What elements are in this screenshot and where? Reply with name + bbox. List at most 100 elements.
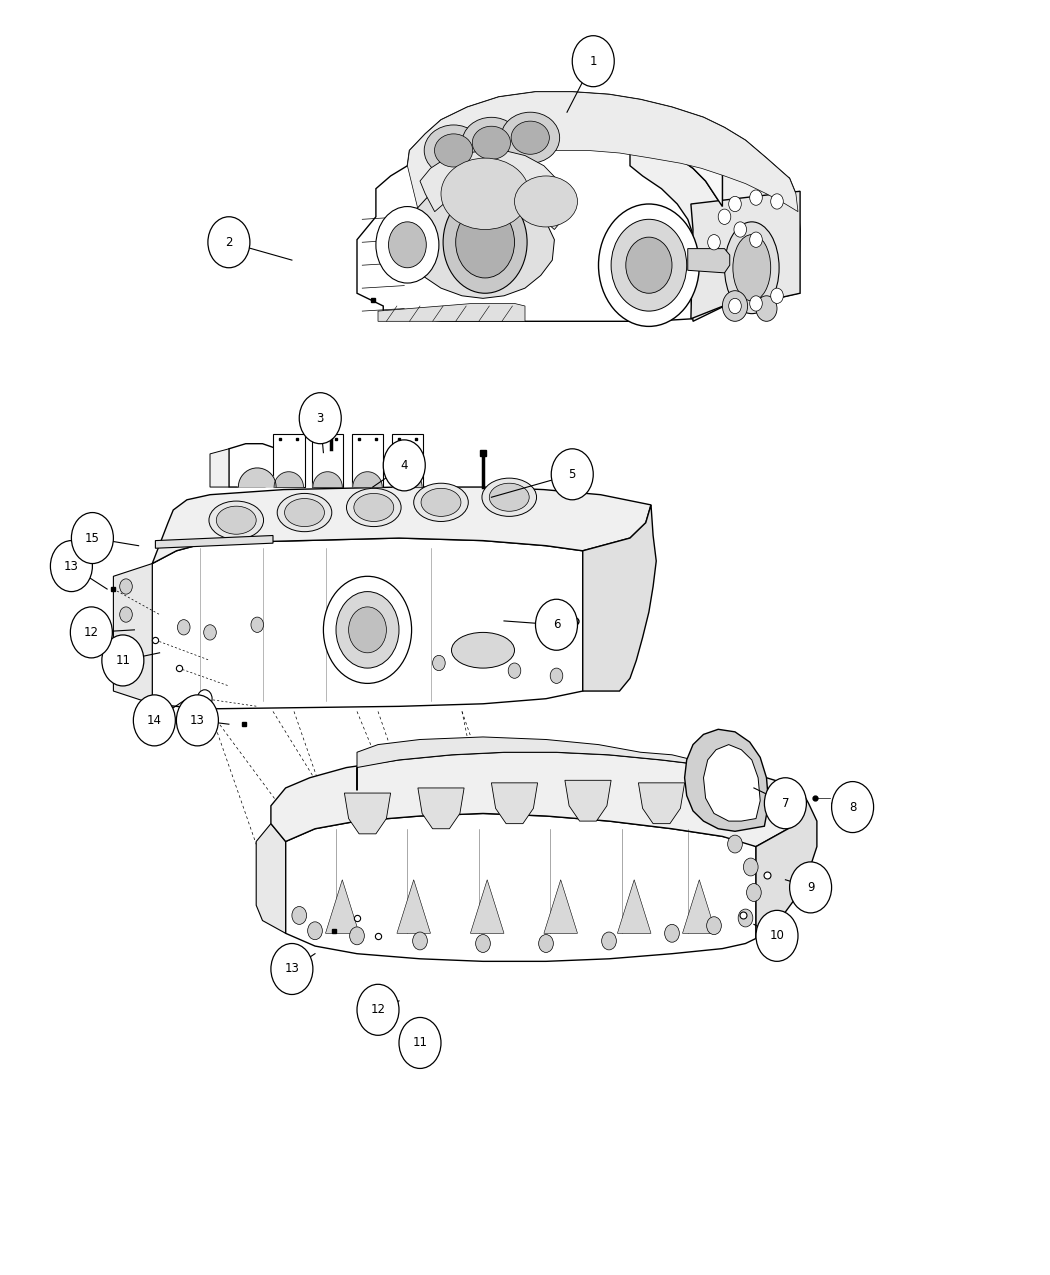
Circle shape <box>756 910 798 961</box>
Polygon shape <box>407 92 790 207</box>
Ellipse shape <box>733 235 771 301</box>
Polygon shape <box>155 536 273 548</box>
Circle shape <box>323 576 412 683</box>
Circle shape <box>729 298 741 314</box>
Polygon shape <box>238 468 276 487</box>
Text: 7: 7 <box>781 797 790 810</box>
Polygon shape <box>113 564 152 704</box>
Circle shape <box>536 599 578 650</box>
Circle shape <box>476 935 490 952</box>
Text: 2: 2 <box>225 236 233 249</box>
Circle shape <box>764 778 806 829</box>
Polygon shape <box>229 444 286 487</box>
Circle shape <box>120 643 132 658</box>
Circle shape <box>413 932 427 950</box>
Text: 9: 9 <box>806 881 815 894</box>
Polygon shape <box>326 880 359 933</box>
Ellipse shape <box>346 488 401 527</box>
Circle shape <box>70 607 112 658</box>
Polygon shape <box>583 505 656 691</box>
Ellipse shape <box>285 499 324 527</box>
Circle shape <box>71 513 113 564</box>
Text: 15: 15 <box>85 532 100 544</box>
Polygon shape <box>357 102 730 321</box>
Circle shape <box>771 288 783 303</box>
Circle shape <box>388 222 426 268</box>
Circle shape <box>197 690 212 708</box>
Ellipse shape <box>209 501 264 539</box>
Polygon shape <box>688 249 730 273</box>
Polygon shape <box>383 176 554 298</box>
Polygon shape <box>392 434 423 487</box>
Circle shape <box>102 635 144 686</box>
Polygon shape <box>617 880 651 933</box>
Ellipse shape <box>472 126 510 159</box>
Ellipse shape <box>724 222 779 314</box>
Circle shape <box>611 219 687 311</box>
Polygon shape <box>312 434 343 487</box>
Text: 3: 3 <box>316 412 324 425</box>
Polygon shape <box>418 788 464 829</box>
Text: 1: 1 <box>589 55 597 68</box>
Text: 12: 12 <box>84 626 99 639</box>
Polygon shape <box>407 92 798 212</box>
Polygon shape <box>152 487 651 564</box>
Polygon shape <box>682 880 716 933</box>
Polygon shape <box>544 880 578 933</box>
Ellipse shape <box>354 493 394 521</box>
Polygon shape <box>352 434 383 487</box>
Ellipse shape <box>216 506 256 534</box>
Circle shape <box>177 620 190 635</box>
Polygon shape <box>420 150 567 230</box>
Ellipse shape <box>489 483 529 511</box>
Circle shape <box>626 237 672 293</box>
Ellipse shape <box>441 158 529 230</box>
Ellipse shape <box>452 632 514 668</box>
Circle shape <box>598 204 699 326</box>
Circle shape <box>133 695 175 746</box>
Ellipse shape <box>514 176 578 227</box>
Circle shape <box>349 607 386 653</box>
Circle shape <box>750 190 762 205</box>
Circle shape <box>708 235 720 250</box>
Circle shape <box>433 655 445 671</box>
Polygon shape <box>393 472 422 487</box>
Circle shape <box>299 393 341 444</box>
Circle shape <box>756 296 777 321</box>
Circle shape <box>665 924 679 942</box>
Text: 10: 10 <box>770 929 784 942</box>
Text: 4: 4 <box>400 459 408 472</box>
Circle shape <box>456 207 514 278</box>
Circle shape <box>120 607 132 622</box>
Circle shape <box>572 36 614 87</box>
Circle shape <box>718 209 731 224</box>
Text: 5: 5 <box>568 468 576 481</box>
Circle shape <box>790 862 832 913</box>
Circle shape <box>722 291 748 321</box>
Polygon shape <box>313 472 342 487</box>
Polygon shape <box>210 449 229 487</box>
Circle shape <box>376 207 439 283</box>
Circle shape <box>292 907 307 924</box>
Polygon shape <box>470 880 504 933</box>
Polygon shape <box>756 788 817 938</box>
Polygon shape <box>378 303 525 321</box>
Text: 6: 6 <box>552 618 561 631</box>
Text: 8: 8 <box>848 801 857 813</box>
Polygon shape <box>274 472 303 487</box>
Circle shape <box>50 541 92 592</box>
Polygon shape <box>357 737 704 790</box>
Polygon shape <box>491 783 538 824</box>
Circle shape <box>308 922 322 940</box>
Ellipse shape <box>482 478 537 516</box>
Polygon shape <box>152 538 583 709</box>
Circle shape <box>443 191 527 293</box>
Text: 13: 13 <box>190 714 205 727</box>
Circle shape <box>251 617 264 632</box>
Polygon shape <box>256 824 286 933</box>
Circle shape <box>336 592 399 668</box>
Text: 12: 12 <box>371 1003 385 1016</box>
Circle shape <box>383 440 425 491</box>
Polygon shape <box>397 880 430 933</box>
Circle shape <box>729 196 741 212</box>
